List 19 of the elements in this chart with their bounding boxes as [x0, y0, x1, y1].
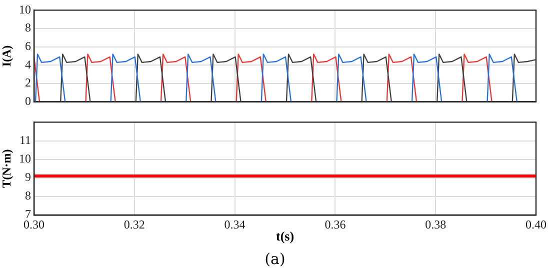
y-axis-title: T(N·m) — [0, 149, 14, 188]
y-tick-label: 4 — [25, 57, 31, 72]
x-tick-label: 0.34 — [224, 217, 246, 232]
y-tick-label: 10 — [19, 151, 31, 166]
x-tick-label: 0.32 — [124, 217, 145, 232]
y-tick-label: 10 — [19, 2, 31, 16]
y-tick-label: 11 — [19, 132, 31, 147]
y-tick-label: 9 — [25, 170, 31, 184]
x-axis-title: t(s) — [276, 228, 294, 244]
y-tick-label: 2 — [25, 76, 31, 90]
y-tick-label: 8 — [25, 20, 31, 35]
y-tick-label: 6 — [25, 38, 31, 53]
y-tick-label: 0 — [25, 94, 31, 108]
x-tick-label: 0.38 — [425, 217, 446, 232]
x-tick-label: 0.36 — [324, 217, 346, 232]
x-tick-label: 0.40 — [526, 217, 546, 232]
text: (a) — [264, 250, 286, 268]
y-axis-title: I(A) — [0, 45, 14, 67]
y-tick-label: 8 — [25, 188, 31, 203]
